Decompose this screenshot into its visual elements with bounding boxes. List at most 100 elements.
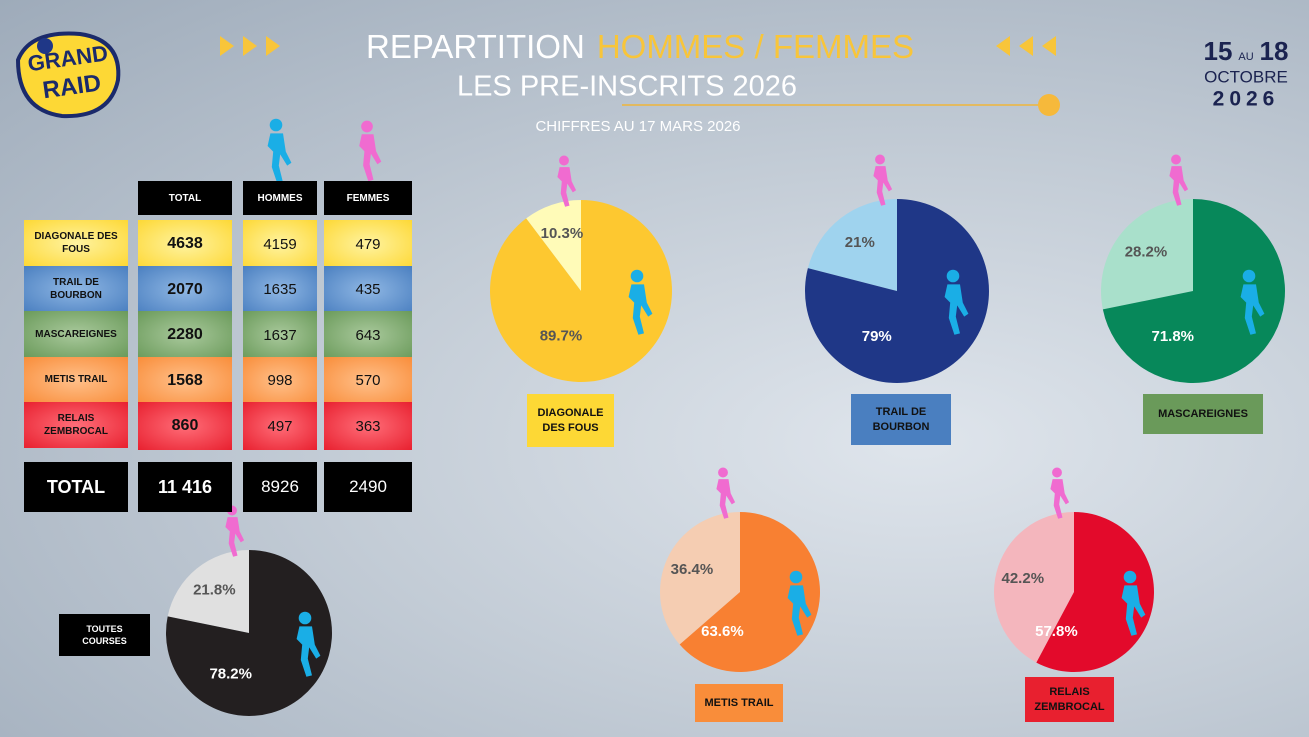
icon-body [716,479,736,519]
runner-icon [1050,467,1070,519]
pie-slice [1102,199,1286,383]
table-cell: 643 [324,311,412,360]
runner-icon [557,155,577,207]
runner-icon [359,120,382,182]
table-cell: 435 [324,265,412,314]
table-cell: 2280 [138,311,232,360]
date-between: AU [1238,51,1253,63]
icon-head [946,269,960,283]
pie-slice [805,199,990,384]
value-label: 78.2% [209,665,252,682]
runner-icon [225,505,245,557]
pie-title: TOUTES COURSES [59,614,150,656]
title: REPARTITION HOMMES / FEMMES [366,28,914,65]
runner-icon [944,269,969,335]
logo: GRAND RAID [15,31,121,119]
icon-head [1171,154,1181,165]
runner-icon [1121,570,1146,636]
pie-title: MASCAREIGNES [1143,394,1263,434]
value-label: 71.8% [1151,328,1194,345]
runner-icon [787,570,812,636]
pie-slice [993,512,1074,663]
subtitle: LES PRE-INSCRITS 2026 [457,71,797,103]
table-cell: 4638 [138,220,232,268]
value-label: 10.3% [541,225,584,242]
pie-slice [166,550,332,716]
total-cell: TOTAL [24,462,128,512]
table-cell: 4159 [243,220,317,268]
value-label: 28.2% [1125,244,1168,261]
pie-slice [526,200,581,291]
value-label: 63.6% [701,623,744,640]
arrows [220,36,280,56]
pie-title: DIAGONALE DES FOUS [527,394,614,447]
row-label: METIS TRAIL [24,356,128,403]
icon-head [298,611,312,625]
pie-slice [1036,512,1154,673]
icon-body [873,166,893,206]
pie-slice [679,512,821,673]
row-label: DIAGONALE DES FOUS [24,220,128,266]
icon-body [944,284,969,335]
table-header: FEMMES [324,181,412,215]
table-cell: 363 [324,402,412,451]
icon-body [359,134,382,182]
table-cell: 1635 [243,265,317,314]
value-label: 57.8% [1035,623,1078,640]
row-label: TRAIL DE BOURBON [24,265,128,312]
title-highlight: HOMMES / FEMMES [597,28,914,65]
icon-body [1050,479,1070,519]
date-year: 2026 [1213,88,1280,111]
table-cell: 998 [243,356,317,405]
pie-title: TRAIL DE BOURBON [851,394,951,445]
table-cell: 570 [324,356,412,405]
icon-head [559,155,569,166]
row-label: MASCAREIGNES [24,311,128,358]
row-label: RELAIS ZEMBROCAL [24,402,128,449]
date-end: 18 [1260,36,1289,66]
table-header: TOTAL [138,181,232,215]
date-start: 15 [1204,36,1233,66]
icon-head [718,467,728,478]
pie-slice [1101,199,1193,310]
value-label: 79% [862,328,892,345]
icon-body [1121,585,1146,636]
table-cell: 1637 [243,311,317,360]
pie-title: RELAIS ZEMBROCAL [1025,677,1114,722]
icon-head [1052,467,1062,478]
icon-body [787,585,812,636]
icon-body [296,626,321,677]
arrows [996,36,1056,56]
value-label: 36.4% [671,561,714,578]
total-cell: 8926 [243,462,317,512]
icon-head [630,269,644,283]
pie-slice [660,512,740,645]
divider-dot [1038,94,1060,116]
pie-title: METIS TRAIL [695,684,783,722]
table-cell: 1568 [138,356,232,405]
icon-head [361,120,373,133]
pie-slice [167,550,249,633]
table-cell: 479 [324,220,412,268]
runner-icon [1169,154,1189,206]
value-label: 21% [845,234,875,251]
icon-head [1242,269,1256,283]
table-cell: 2070 [138,265,232,314]
value-label: 42.2% [1002,570,1045,587]
table-header: HOMMES [243,181,317,215]
runner-icon [716,467,736,519]
note: CHIFFRES AU 17 MARS 2026 [535,118,740,135]
icon-body [1169,166,1189,206]
value-label: 21.8% [193,582,236,599]
runner-icon [628,269,653,335]
date-month: OCTOBRE [1204,67,1288,86]
table-cell: 860 [138,402,232,451]
icon-body [225,517,245,557]
icon-body [557,167,577,207]
icon-head [789,570,803,584]
runner-icon [1240,269,1265,335]
icon-head [1123,570,1137,584]
icon-head [269,118,283,132]
